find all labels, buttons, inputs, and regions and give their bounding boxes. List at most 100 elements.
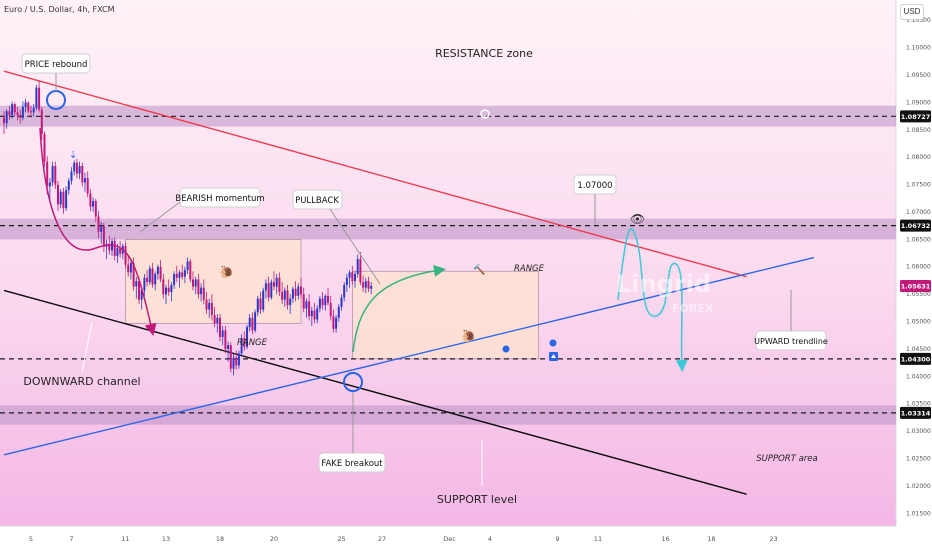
- candle-body: [24, 102, 27, 107]
- touch-point-icon: [549, 339, 557, 347]
- candle-body: [119, 248, 122, 254]
- candle-body: [13, 104, 16, 113]
- candle-body: [305, 301, 308, 309]
- touch-point-icon: [502, 345, 510, 353]
- candle-body: [308, 301, 311, 317]
- candle-body: [202, 287, 205, 300]
- candle-body: [259, 298, 262, 310]
- zone-support: [0, 405, 896, 425]
- time-tick-label: 7: [69, 535, 73, 543]
- candle-body: [332, 316, 335, 329]
- candle-body: [256, 298, 259, 313]
- upward-trendline: [3, 256, 815, 456]
- candle-body: [92, 201, 95, 207]
- candle-body: [84, 178, 86, 183]
- support-area-label: SUPPORT area: [756, 454, 818, 464]
- candle-body: [246, 327, 248, 347]
- fake-breakout-label: FAKE breakout: [321, 459, 383, 469]
- candle-body: [156, 266, 159, 274]
- price-rebound-callout: PRICE rebound: [21, 53, 91, 91]
- watermark-sub: FOREX: [672, 302, 714, 315]
- candle-body: [135, 281, 138, 287]
- candle-body: [16, 112, 19, 116]
- candle-body: [316, 308, 319, 320]
- price-tick-label: 1.08500: [906, 127, 931, 134]
- candle-body: [127, 264, 130, 273]
- candle-body: [170, 284, 173, 293]
- candle-body: [302, 294, 305, 309]
- candle-body: [97, 216, 100, 232]
- price-label-tag: [900, 406, 931, 419]
- hammer-icon: 🔨: [473, 263, 485, 276]
- candle-body: [73, 162, 76, 172]
- candle-body: [181, 272, 184, 277]
- candle-body: [275, 277, 278, 287]
- price-tick-label: 1.03500: [906, 401, 931, 408]
- candle-body: [337, 306, 340, 318]
- bearish-momentum-callout: BEARISH momentum: [139, 187, 265, 233]
- candle-body: [143, 277, 146, 291]
- candle-body: [40, 109, 43, 135]
- zone-resistance: [0, 105, 896, 127]
- candle-body: [318, 298, 321, 309]
- candle-body: [3, 117, 5, 124]
- candle-body: [364, 281, 367, 288]
- candle-body: [116, 248, 119, 256]
- candle-body: [237, 353, 240, 366]
- candle-body: [251, 317, 254, 331]
- candle-body: [359, 259, 362, 283]
- price-tick-label: 1.05000: [906, 319, 931, 326]
- price-label-tag: [900, 279, 931, 292]
- candle-body: [208, 302, 211, 310]
- symbol-title: Euro / U.S. Dollar, 4h, FXCM: [4, 5, 115, 14]
- candle-body: [186, 261, 189, 271]
- candle-body: [132, 263, 135, 287]
- zones-layer: [0, 105, 896, 425]
- candle-body: [113, 241, 116, 256]
- candle-body: [262, 290, 265, 310]
- price-label-text: 1.04300: [901, 355, 931, 363]
- candle-body: [370, 286, 373, 289]
- candle-body: [267, 283, 270, 298]
- range-right-label: RANGE: [514, 264, 545, 274]
- candle-body: [354, 273, 356, 282]
- support-line: [3, 289, 747, 495]
- candle-body: [286, 290, 289, 306]
- candle-body: [167, 287, 170, 293]
- price-labels: 1.08727 1.06732 1.05631 1.04300 1.03314: [900, 110, 931, 419]
- price-tick-label: 1.09500: [906, 72, 931, 79]
- candle-body: [189, 261, 192, 280]
- time-tick-label: 4: [488, 535, 492, 543]
- time-tick-label: 16: [661, 535, 669, 543]
- fake-breakout-callout: FAKE breakout: [318, 392, 386, 473]
- price-label-text: 1.03314: [901, 409, 931, 417]
- zone-mid-resistance: [0, 218, 896, 240]
- candle-body: [283, 290, 286, 300]
- watermark-brand: Lingrid: [616, 270, 711, 298]
- price-axis-panel: [896, 0, 932, 550]
- price-tick-label: 1.02500: [906, 456, 931, 463]
- candles-layer: [3, 80, 373, 376]
- candle-body: [32, 107, 35, 113]
- candle-body: [235, 357, 238, 366]
- candle-body: [335, 317, 338, 329]
- candle-body: [264, 283, 267, 291]
- candle-body: [8, 111, 11, 116]
- candle-body: [148, 268, 151, 283]
- candle-body: [321, 298, 324, 306]
- candle-body: [78, 166, 81, 174]
- price-tick-label: 1.03000: [906, 428, 931, 435]
- candle-body: [224, 330, 227, 350]
- candle-body: [348, 272, 351, 278]
- candle-body: [297, 286, 300, 296]
- projection-path: [617, 228, 688, 372]
- event-marker-icon: [480, 109, 490, 119]
- candle-body: [248, 317, 251, 328]
- currency-button[interactable]: USD: [900, 4, 924, 20]
- price-tick-label: 1.02000: [906, 483, 931, 490]
- candle-body: [75, 162, 78, 174]
- candle-body: [54, 166, 57, 185]
- candle-body: [243, 338, 246, 347]
- candle-body: [367, 281, 370, 289]
